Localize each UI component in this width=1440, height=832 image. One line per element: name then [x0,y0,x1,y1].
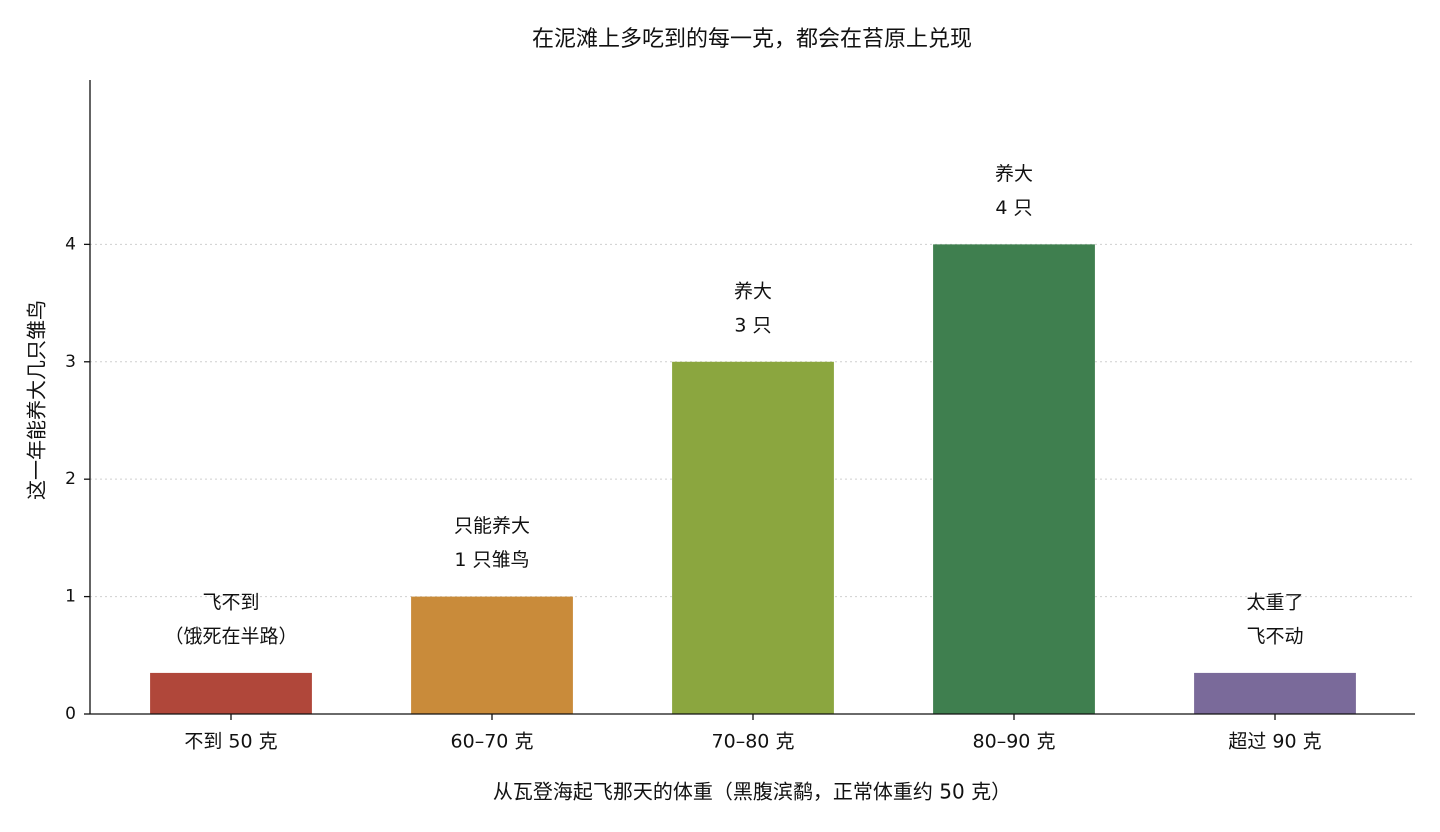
annotation: 3 只 [734,314,771,336]
y-tick-label: 3 [65,352,76,372]
annotation: 1 只雏鸟 [454,549,529,571]
x-axis-label: 从瓦登海起飞那天的体重（黑腹滨鹬，正常体重约 50 克） [493,780,1011,804]
annotation: 飞不动 [1246,625,1303,647]
bar [411,596,573,714]
x-tick-label: 不到 50 克 [184,731,277,753]
bar [150,672,312,714]
annotation: 养大 [734,280,772,302]
bar [672,361,834,714]
annotation: 飞不到 [202,591,259,613]
y-axis-label: 这一年能养大几只雏鸟 [25,300,49,500]
annotation: 4 只 [995,197,1032,219]
x-tick-label: 60–70 克 [451,731,534,753]
y-tick-label: 4 [65,234,76,254]
chart-title: 在泥滩上多吃到的每一克，都会在苔原上兑现 [532,27,972,52]
bar [933,244,1095,715]
annotation: （饿死在半路） [164,625,297,647]
y-tick-label: 1 [65,587,76,607]
y-tick-label: 2 [65,469,76,489]
x-tick-label: 80–90 克 [973,731,1056,753]
x-tick-label: 70–80 克 [712,731,795,753]
y-tick-label: 0 [65,704,76,724]
bar [1194,672,1356,714]
annotation: 只能养大 [454,515,530,537]
annotation: 养大 [995,163,1033,185]
x-tick-label: 超过 90 克 [1228,731,1321,753]
annotation: 太重了 [1246,591,1303,613]
